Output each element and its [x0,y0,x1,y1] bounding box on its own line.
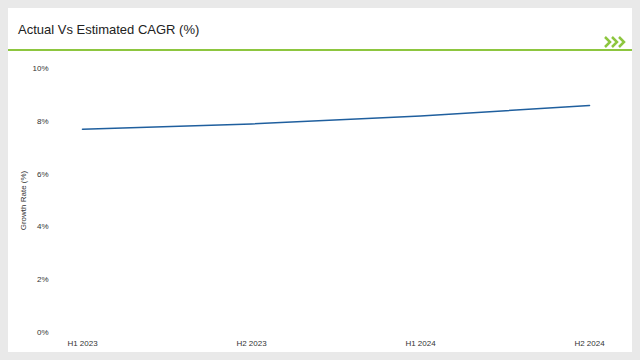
svg-text:4%: 4% [37,222,49,231]
svg-text:Growth Rate (%): Growth Rate (%) [19,170,28,230]
svg-text:6%: 6% [37,170,49,179]
svg-text:10%: 10% [32,64,48,73]
svg-text:H2 2024: H2 2024 [574,339,605,348]
svg-text:8%: 8% [37,117,49,126]
svg-text:2%: 2% [37,275,49,284]
svg-text:H1 2024: H1 2024 [405,339,436,348]
svg-text:H1 2023: H1 2023 [67,339,98,348]
html-text:Actual Vs Estimated CAGR (%): Actual Vs Estimated CAGR (%) [18,22,200,37]
svg-text:H2 2023: H2 2023 [236,339,267,348]
svg-text:0%: 0% [37,328,49,337]
